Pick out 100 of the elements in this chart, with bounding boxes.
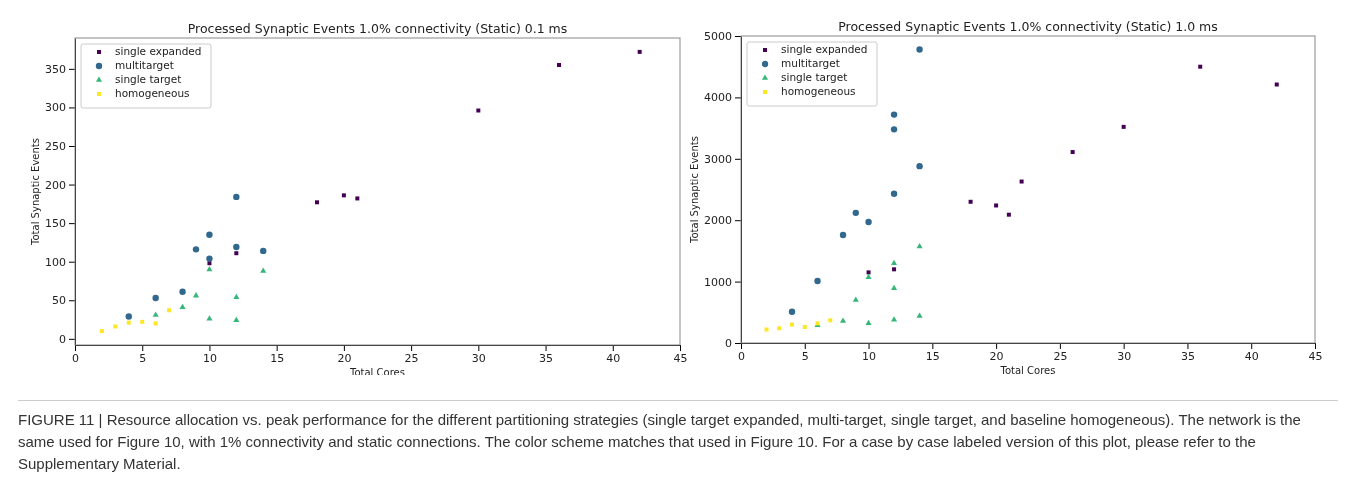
- point: [152, 294, 159, 302]
- x-tick-label: 0: [738, 349, 745, 363]
- x-tick-label: 5: [139, 351, 147, 365]
- point: [113, 324, 118, 329]
- legend-label: multitarget: [781, 57, 840, 69]
- y-tick-label: 300: [45, 101, 66, 115]
- point: [355, 196, 360, 201]
- point: [1121, 124, 1126, 129]
- point: [852, 209, 859, 217]
- y-tick-label: 200: [45, 178, 66, 192]
- x-tick-label: 35: [1180, 349, 1195, 363]
- point: [865, 319, 872, 326]
- x-tick-label: 20: [989, 349, 1004, 363]
- point: [557, 63, 561, 67]
- point: [234, 251, 239, 256]
- point: [866, 270, 871, 275]
- x-tick-label: 45: [673, 351, 688, 365]
- x-tick-label: 35: [539, 351, 554, 365]
- point: [968, 199, 973, 204]
- point: [233, 243, 240, 251]
- point: [233, 293, 240, 299]
- point: [852, 296, 859, 302]
- y-axis-title: Total Synaptic Events: [30, 138, 41, 246]
- point: [790, 322, 795, 327]
- x-axis-title: Total Cores: [999, 365, 1056, 376]
- chart-title: Processed Synaptic Events 1.0% connectivity (Static) 1.0 ms: [838, 19, 1218, 34]
- point: [233, 193, 240, 201]
- point: [890, 111, 898, 118]
- point: [260, 247, 267, 255]
- x-tick-label: 15: [925, 349, 940, 363]
- legend-label: homogeneous: [115, 87, 190, 99]
- y-tick-label: 0: [725, 337, 732, 351]
- y-tick-label: 100: [45, 255, 66, 269]
- point: [916, 46, 923, 53]
- point: [890, 190, 898, 197]
- point: [777, 326, 782, 331]
- point: [315, 200, 319, 205]
- point: [916, 312, 923, 318]
- x-tick-label: 20: [337, 351, 352, 365]
- y-tick-label: 150: [45, 217, 66, 231]
- point: [179, 288, 186, 295]
- point: [206, 231, 213, 238]
- point: [814, 277, 821, 285]
- point: [152, 311, 159, 317]
- point: [206, 315, 213, 321]
- legend-label: multitarget: [115, 59, 174, 71]
- point: [865, 218, 872, 226]
- y-tick-label: 50: [52, 294, 66, 308]
- y-tick-label: 0: [59, 332, 66, 346]
- point: [140, 319, 145, 324]
- caption: FIGURE 11 | Resource allocation vs. peak performance for the different partitioning strategies (single target expanded, multi-target, single target, and baseline homogeneous). The network is the same used for Figure 10, with 1% connectivity and static connections. The color scheme matches that used in Figure 10. For a case by case labeled version of this plot, please refer to the Supplementary Material.: [18, 400, 1338, 475]
- y-tick-label: 2000: [704, 214, 732, 228]
- point: [260, 267, 267, 273]
- point: [764, 327, 769, 332]
- chart-title: Processed Synaptic Events 1.0% connectivity (Static) 0.1 ms: [187, 21, 568, 36]
- y-tick-label: 250: [45, 140, 66, 154]
- x-tick-label: 0: [72, 351, 79, 365]
- point: [167, 308, 172, 313]
- y-tick-label: 3000: [704, 152, 732, 166]
- x-tick-label: 10: [862, 349, 877, 363]
- point: [206, 265, 213, 272]
- point: [1019, 179, 1024, 184]
- point: [476, 108, 481, 113]
- point: [788, 308, 796, 315]
- x-tick-label: 30: [471, 351, 486, 365]
- point: [233, 316, 240, 323]
- point: [891, 259, 898, 265]
- point: [341, 193, 346, 198]
- x-tick-label: 40: [606, 351, 621, 365]
- y-tick-label: 5000: [704, 30, 732, 44]
- point: [839, 231, 847, 239]
- legend-label: single expanded: [781, 43, 868, 55]
- point: [153, 321, 158, 326]
- point: [192, 246, 200, 253]
- point: [865, 273, 872, 280]
- y-tick-label: 350: [45, 62, 66, 76]
- point: [891, 284, 898, 291]
- point: [1070, 150, 1075, 155]
- x-tick-label: 10: [202, 351, 217, 365]
- y-tick-label: 4000: [704, 91, 732, 105]
- legend-label: single target: [115, 73, 182, 85]
- point: [206, 255, 213, 262]
- x-tick-label: 25: [404, 351, 419, 365]
- x-tick-label: 40: [1244, 349, 1259, 363]
- legend-label: single expanded: [115, 45, 202, 57]
- point: [916, 162, 923, 170]
- point: [802, 325, 807, 330]
- y-tick-label: 1000: [704, 275, 732, 289]
- point: [892, 267, 897, 272]
- point: [828, 318, 833, 323]
- x-tick-label: 25: [1053, 349, 1068, 363]
- legend-label: homogeneous: [781, 85, 856, 97]
- point: [126, 320, 131, 325]
- x-tick-label: 45: [1308, 349, 1323, 363]
- point: [125, 313, 132, 320]
- point: [1274, 82, 1279, 87]
- point: [890, 126, 898, 133]
- point: [994, 203, 999, 208]
- x-tick-label: 30: [1117, 349, 1132, 363]
- point: [637, 49, 642, 54]
